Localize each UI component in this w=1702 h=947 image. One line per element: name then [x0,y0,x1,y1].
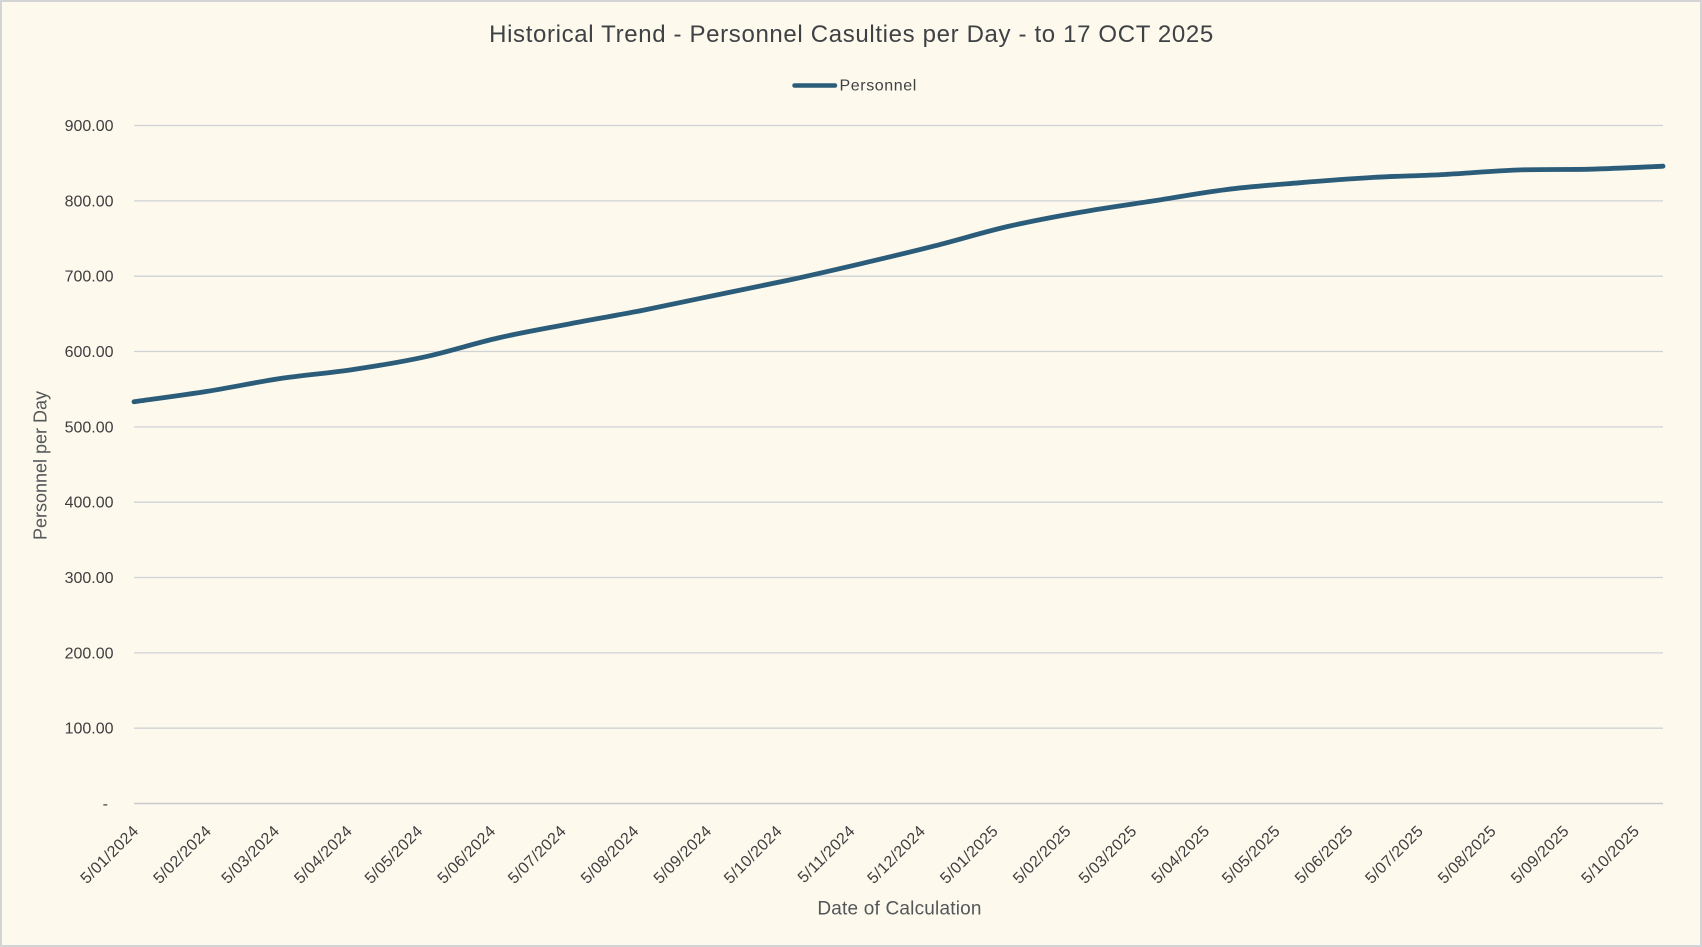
svg-text:600.00: 600.00 [65,344,114,361]
svg-text:400.00: 400.00 [65,495,114,512]
svg-text:Date of Calculation: Date of Calculation [817,899,981,920]
svg-text:700.00: 700.00 [65,269,114,286]
svg-text:-: - [103,796,108,813]
svg-text:Historical Trend - Personnel C: Historical Trend - Personnel Casulties p… [489,21,1214,48]
svg-text:200.00: 200.00 [65,645,114,662]
svg-text:Personnel: Personnel [840,78,917,95]
svg-text:500.00: 500.00 [65,419,114,436]
svg-text:300.00: 300.00 [65,570,114,587]
svg-text:100.00: 100.00 [65,721,114,738]
svg-text:Personnel per Day: Personnel per Day [31,391,51,540]
svg-text:900.00: 900.00 [65,118,114,135]
svg-text:800.00: 800.00 [65,193,114,210]
